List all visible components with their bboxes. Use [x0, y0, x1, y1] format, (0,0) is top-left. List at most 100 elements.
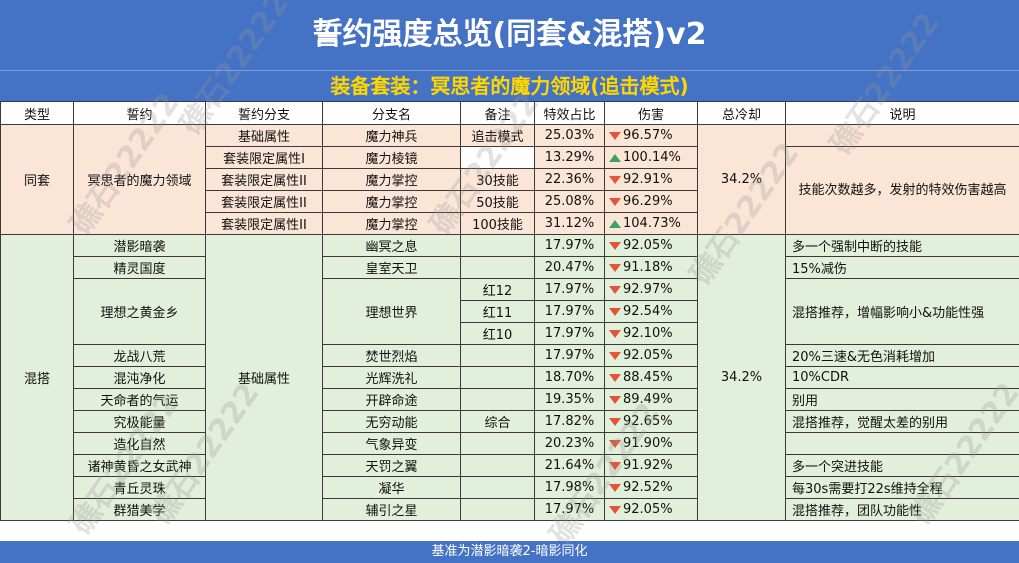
note-cell: 综合	[460, 410, 535, 433]
decrease-triangle-icon	[609, 175, 621, 184]
damage-cell: 92.97%	[604, 278, 698, 301]
decrease-triangle-icon	[609, 417, 621, 426]
damage-cell: 92.05%	[604, 498, 698, 521]
damage-value: 91.90%	[623, 436, 673, 451]
type-cell: 同套	[0, 124, 74, 235]
increase-triangle-icon	[609, 153, 621, 162]
table-row: 混搭 潜影暗袭 基础属性 幽冥之息 17.97% 92.05% 34.2% 多一个强制中断的技…	[0, 234, 1019, 521]
branch-name-cell: 天罚之翼	[322, 454, 461, 477]
decrease-triangle-icon	[609, 131, 621, 140]
cooldown-cell: 34.2%	[697, 234, 786, 521]
branch-cell: 套装限定属性II	[205, 212, 323, 235]
note-cell	[460, 344, 535, 367]
table-row: 究极能量 无穷动能 综合 17.82% 92.65% 混搭推荐，觉醒太差的别用	[1, 410, 1019, 433]
ratio-cell: 25.08%	[534, 190, 605, 213]
decrease-triangle-icon	[609, 307, 621, 316]
pledge-cell: 龙战八荒	[73, 344, 206, 367]
decrease-triangle-icon	[609, 373, 621, 382]
damage-value: 92.05%	[623, 502, 673, 517]
header-row: 类型 誓约 誓约分支 分支名 备注 特效占比 伤害 总冷却 说明	[0, 101, 1019, 125]
branch-name-cell: 魔力掌控	[322, 168, 461, 191]
damage-cell: 91.92%	[604, 454, 698, 477]
ratio-cell: 20.47%	[534, 256, 605, 279]
note-cell	[460, 146, 535, 169]
pledge-cell: 青丘灵珠	[73, 476, 206, 499]
damage-value: 91.92%	[623, 458, 673, 473]
damage-cell: 92.05%	[604, 234, 698, 257]
branch-name-cell: 辅引之星	[322, 498, 461, 521]
decrease-triangle-icon	[609, 505, 621, 514]
table-row: 套装限定属性II 魔力掌控 30技能 22.36% 92.91%	[1, 168, 1019, 191]
branch-name-cell: 开辟命途	[322, 388, 461, 411]
pledge-cell: 诸神黄昏之女武神	[73, 454, 206, 477]
note-cell	[460, 498, 535, 521]
decrease-triangle-icon	[609, 439, 621, 448]
branch-name-cell: 魔力棱镜	[322, 146, 461, 169]
table-row: 红10 17.97% 92.10%	[1, 322, 1019, 345]
note-cell: 100技能	[460, 212, 535, 235]
table-row: 套装限定属性II 魔力掌控 50技能 25.08% 96.29%	[1, 190, 1019, 213]
damage-cell: 89.49%	[604, 388, 698, 411]
header-ratio: 特效占比	[534, 101, 605, 125]
desc-cell: 10%CDR	[785, 366, 1019, 389]
desc-cell: 混搭推荐，觉醒太差的别用	[785, 410, 1019, 433]
decrease-triangle-icon	[609, 483, 621, 492]
ratio-cell: 17.97%	[534, 498, 605, 521]
damage-value: 92.10%	[623, 326, 673, 341]
note-cell: 红12	[460, 278, 535, 301]
table-row: 精灵国度 皇室天卫 20.47% 91.18% 15%减伤	[1, 256, 1019, 279]
damage-cell: 92.54%	[604, 300, 698, 323]
ratio-cell: 17.98%	[534, 476, 605, 499]
branch-cell: 套装限定属性II	[205, 190, 323, 213]
pledge-cell: 混沌净化	[73, 366, 206, 389]
page-subtitle: 装备套装：冥思者的魔力领域(追击模式)	[0, 70, 1019, 101]
header-cooldown: 总冷却	[697, 101, 786, 125]
desc-cell: 20%三速&无色消耗增加	[785, 344, 1019, 367]
branch-name-cell: 无穷动能	[322, 410, 461, 433]
ratio-cell: 17.97%	[534, 344, 605, 367]
damage-value: 92.97%	[623, 282, 673, 297]
ratio-cell: 17.97%	[534, 278, 605, 301]
table-row: 诸神黄昏之女武神 天罚之翼 21.64% 91.92% 多一个突进技能	[1, 454, 1019, 477]
desc-cell: 技能次数越多，发射的特效伤害越高	[785, 146, 1019, 235]
pledge-cell: 冥思者的魔力领域	[73, 124, 206, 235]
note-cell	[460, 256, 535, 279]
table-row: 造化自然 气象异变 20.23% 91.90%	[1, 432, 1019, 455]
decrease-triangle-icon	[609, 329, 621, 338]
damage-value: 92.91%	[623, 172, 673, 187]
damage-cell: 104.73%	[604, 212, 698, 235]
branch-name-cell: 焚世烈焰	[322, 344, 461, 367]
desc-cell: 多一个强制中断的技能	[785, 234, 1019, 257]
desc-cell: 15%减伤	[785, 256, 1019, 279]
branch-cell: 套装限定属性II	[205, 168, 323, 191]
damage-value: 96.57%	[623, 128, 673, 143]
branch-cell: 套装限定属性I	[205, 146, 323, 169]
pledge-table: 类型 誓约 誓约分支 分支名 备注 特效占比 伤害 总冷却 说明 同套 冥思者的魔…	[0, 101, 1019, 521]
branch-name-cell: 魔力掌控	[322, 212, 461, 235]
decrease-triangle-icon	[609, 395, 621, 404]
table-row: 龙战八荒 焚世烈焰 17.97% 92.05% 20%三速&无色消耗增加	[1, 344, 1019, 367]
ratio-cell: 22.36%	[534, 168, 605, 191]
decrease-triangle-icon	[609, 197, 621, 206]
decrease-triangle-icon	[609, 351, 621, 360]
ratio-cell: 17.97%	[534, 234, 605, 257]
desc-cell: 别用	[785, 388, 1019, 411]
page-title: 誓约强度总览(同套&混搭)v2	[0, 0, 1019, 70]
damage-cell: 91.18%	[604, 256, 698, 279]
note-cell: 红11	[460, 300, 535, 323]
note-cell	[460, 234, 535, 257]
branch-name-cell: 理想世界	[322, 278, 461, 345]
decrease-triangle-icon	[609, 263, 621, 272]
header-note: 备注	[460, 101, 535, 125]
ratio-cell: 17.82%	[534, 410, 605, 433]
pledge-cell: 究极能量	[73, 410, 206, 433]
branch-name-cell: 幽冥之息	[322, 234, 461, 257]
header-branch: 誓约分支	[205, 101, 323, 125]
table-row: 青丘灵珠 凝华 17.98% 92.52% 每30s需要打22s维持全程	[1, 476, 1019, 499]
table-row: 理想之黄金乡 理想世界 红12 17.97% 92.97% 混搭推荐，增幅影响小&功能性强	[1, 278, 1019, 345]
note-cell: 30技能	[460, 168, 535, 191]
note-cell	[460, 454, 535, 477]
branch-name-cell: 气象异变	[322, 432, 461, 455]
decrease-triangle-icon	[609, 461, 621, 470]
damage-value: 88.45%	[623, 370, 673, 385]
